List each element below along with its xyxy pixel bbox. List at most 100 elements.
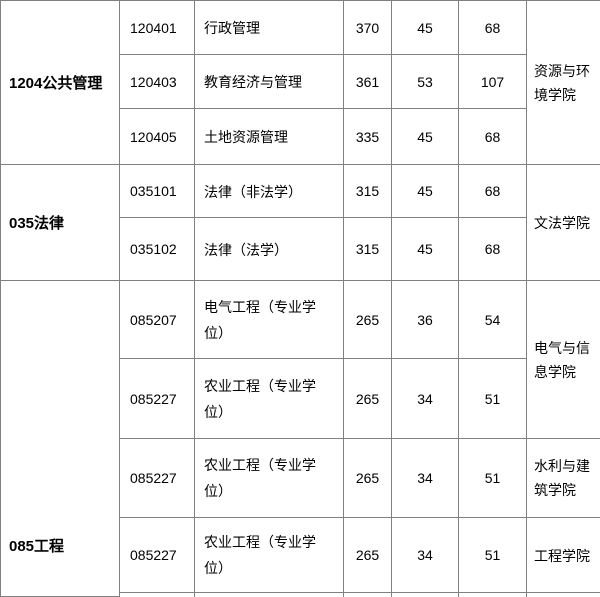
category-cell: 035法律 [0,164,120,281]
score-value: 45 [417,19,433,36]
score-cell: 45 [391,108,459,165]
score-cell: 45 [391,164,459,218]
score-cell: 68 [458,217,527,281]
major-label: 农业工程（专业学位） [204,457,316,499]
score-cell: 53 [391,54,459,109]
table-cell-empty [391,592,459,597]
major-cell: 法律（法学） [194,217,344,281]
score-cell: 335 [343,108,392,165]
score-value: 51 [484,470,501,486]
code-label: 035101 [130,183,177,199]
code-label: 085227 [130,390,177,407]
score-value: 51 [484,390,501,407]
major-cell: 法律（非法学） [194,164,344,218]
score-cell: 315 [343,164,392,218]
code-label: 120405 [130,128,177,145]
college-cell: 资源与环境学院 [526,0,600,165]
major-cell: 农业工程（专业学位） [194,358,344,439]
category-label: 035法律 [9,215,65,232]
score-cell: 68 [458,164,527,218]
score-cell: 265 [343,517,392,593]
major-cell: 农业工程（专业学位） [194,517,344,593]
category-cell: 085工程 [0,280,120,597]
score-value: 361 [355,73,380,90]
table-row: 120405 土地资源管理 335 45 68 [1,108,600,165]
code-label: 085227 [130,470,177,486]
college-cell: 文法学院 [526,164,600,281]
score-cell: 370 [343,0,392,55]
code-label: 085227 [130,547,177,563]
code-cell: 035102 [119,217,195,281]
score-value: 370 [355,19,380,36]
major-label: 教育经济与管理 [204,74,302,91]
score-value: 45 [417,241,433,257]
score-cell: 68 [458,108,527,165]
college-label: 水利与建筑学院 [534,458,590,498]
code-label: 120403 [130,73,177,90]
college-label: 资源与环境学院 [534,62,590,103]
category-label: 1204公共管理 [9,75,103,92]
score-value: 68 [484,183,501,199]
score-cell: 107 [458,54,527,109]
major-label: 土地资源管理 [204,129,288,146]
table-row: 120403 教育经济与管理 361 53 107 [1,54,600,109]
college-cell: 电气与信息学院 [526,280,600,439]
score-cell: 361 [343,54,392,109]
score-value: 45 [417,128,433,145]
score-value: 53 [417,73,433,90]
major-cell: 农业工程（专业学位） [194,438,344,518]
college-label: 文法学院 [534,215,590,232]
table-cell-empty [343,592,392,597]
college-label: 电气与信息学院 [534,339,590,380]
code-label: 085207 [130,311,177,328]
score-value: 315 [355,241,380,257]
college-cell: 水利与建筑学院 [526,438,600,518]
table-cell-empty [119,592,195,597]
major-label: 法律（非法学） [204,183,302,200]
score-value: 34 [417,470,433,486]
college-label: 工程学院 [534,547,590,564]
category-label: 085工程 [9,538,65,555]
code-cell: 120405 [119,108,195,165]
major-label: 电气工程（专业学位） [204,298,316,341]
table-row: 035法律 035101 法律（非法学） 315 45 68 文法学院 [0,164,600,281]
score-cell: 34 [391,438,459,518]
table-row: 085227 农业工程（专业学位） 265 34 51 水利与建筑学院 [1,438,600,518]
score-value: 34 [417,547,433,563]
college-cell: 工程学院 [526,517,600,593]
score-value: 265 [355,390,380,407]
score-value: 265 [355,547,380,563]
score-value: 34 [417,390,433,407]
major-cell: 教育经济与管理 [194,54,344,109]
code-cell: 120403 [119,54,195,109]
table-cell-empty [194,592,344,597]
score-cell: 51 [458,438,527,518]
code-cell: 085227 [119,358,195,439]
score-cell: 51 [458,517,527,593]
major-label: 行政管理 [204,20,260,37]
major-cell: 电气工程（专业学位） [194,280,344,359]
score-cell: 68 [458,0,527,55]
table-row: 085227 农业工程（专业学位） 265 34 51 工程学院 [1,517,600,593]
code-cell: 120401 [119,0,195,55]
table-cell-empty [458,592,527,597]
score-cell: 45 [391,0,459,55]
score-cell: 34 [391,358,459,439]
major-cell: 行政管理 [194,0,344,55]
code-cell: 085227 [119,438,195,518]
score-value: 265 [355,311,380,328]
score-value: 107 [480,73,505,90]
table-row-partial [1,592,600,597]
code-cell: 085227 [119,517,195,593]
score-value: 68 [484,128,501,145]
score-value: 315 [355,183,380,199]
table-row: 035102 法律（法学） 315 45 68 [1,217,600,281]
code-cell: 085207 [119,280,195,359]
table-row: 085227 农业工程（专业学位） 265 34 51 [1,358,600,439]
score-value: 335 [355,128,380,145]
score-cell: 265 [343,438,392,518]
major-cell: 土地资源管理 [194,108,344,165]
score-value: 51 [484,547,501,563]
score-cell: 36 [391,280,459,359]
